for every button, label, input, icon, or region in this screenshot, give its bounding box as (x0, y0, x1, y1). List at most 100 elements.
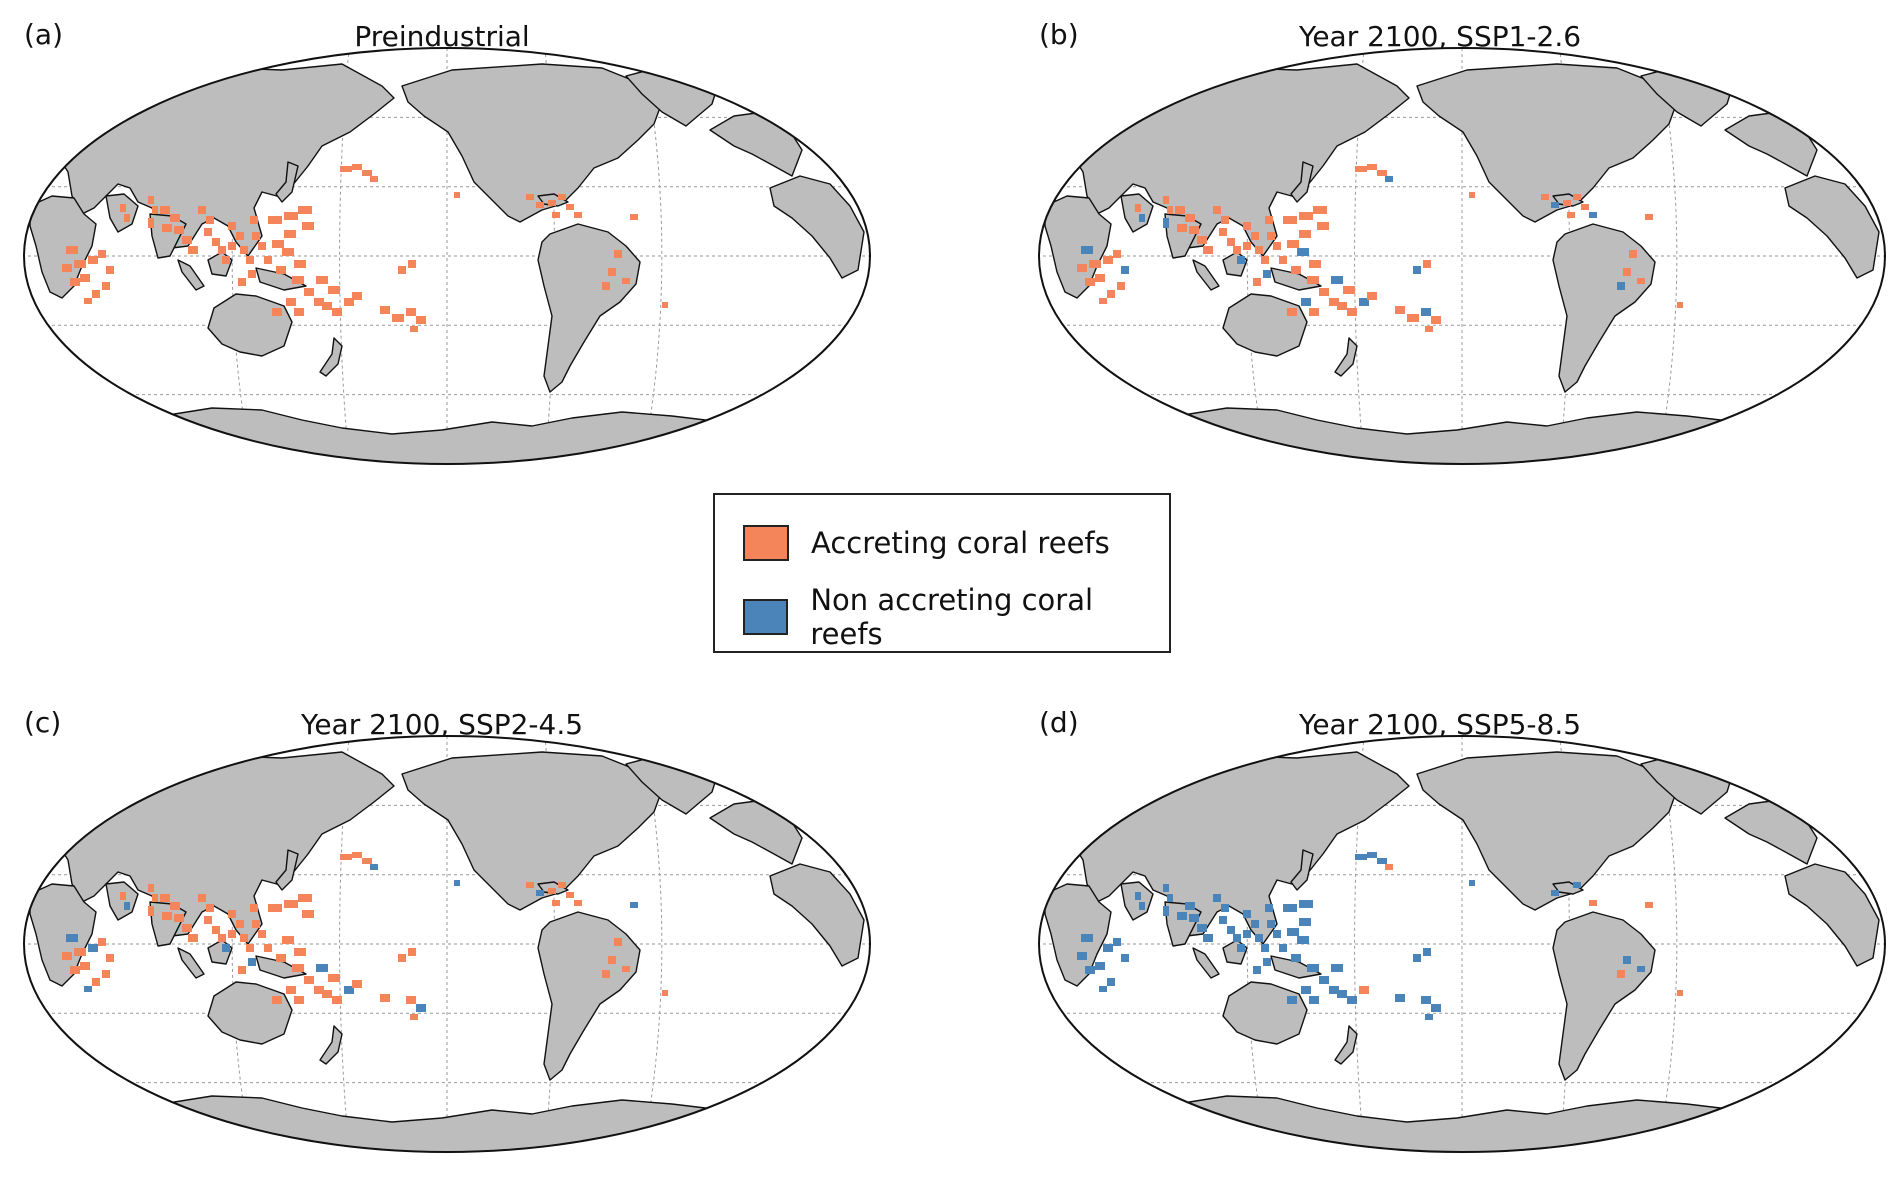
accreting-reef-cell (236, 232, 244, 240)
non-accreting-reef-cell (1251, 920, 1259, 928)
accreting-reef-cell (1221, 216, 1229, 224)
accreting-reef-cell (1563, 200, 1571, 206)
accreting-reef-cell (106, 266, 114, 274)
non-accreting-reef-cell (1297, 248, 1309, 256)
accreting-reef-cell (70, 966, 80, 974)
accreting-reef-cell (160, 894, 170, 902)
non-accreting-reef-cell (1307, 964, 1319, 972)
accreting-reef-cell (74, 948, 86, 956)
panel-letter: (b) (1039, 18, 1079, 51)
accreting-reef-cell (1177, 224, 1187, 232)
japan-landmass (275, 161, 299, 203)
accreting-reef-cell (198, 206, 206, 214)
non-accreting-reef-cell (1573, 882, 1581, 888)
non-accreting-reef-cell (1331, 964, 1343, 972)
accreting-reef-cell (566, 204, 574, 210)
non-accreting-reef-cell (222, 944, 230, 952)
accreting-reef-cell (1267, 232, 1275, 240)
accreting-reef-cell (1287, 240, 1299, 248)
accreting-reef-cell (276, 266, 286, 274)
accreting-reef-cell (92, 290, 100, 298)
accreting-reef-cell (630, 214, 638, 220)
accreting-reef-cell (248, 270, 256, 278)
non-accreting-reef-cell (1413, 266, 1421, 274)
non-accreting-reef-cell (88, 944, 98, 952)
sumatra-landmass (1192, 259, 1220, 291)
accreting-reef-cell (352, 980, 362, 988)
map-outline (1038, 735, 1886, 1153)
accreting-reef-cell (62, 952, 72, 960)
accreting-reef-cell (1637, 278, 1645, 284)
accreting-reef-cell (264, 256, 272, 264)
panel-letter: (a) (24, 18, 64, 51)
accreting-reef-cell (276, 954, 286, 962)
accreting-reef-cell (352, 852, 362, 858)
accreting-reef-cell (160, 206, 170, 214)
legend-label: Non accreting coral reefs (810, 583, 1094, 651)
accreting-reef-cell (298, 894, 312, 902)
non-accreting-reef-cell (1139, 902, 1145, 910)
non-accreting-reef-cell (1421, 308, 1431, 316)
accreting-reef-cell (106, 954, 114, 962)
non-accreting-reef-cell (1551, 890, 1559, 896)
accreting-reef-cell (558, 882, 566, 888)
accreting-reef-cell (1313, 206, 1327, 214)
australia-landmass (1222, 293, 1308, 357)
non-accreting-reef-cell (1273, 930, 1281, 938)
accreting-reef-cell (66, 246, 78, 254)
non-accreting-reef-cell (1107, 978, 1115, 986)
accreting-reef-cell (212, 926, 220, 934)
non-accreting-reef-cell (1623, 956, 1631, 964)
accreting-reef-cell (1407, 314, 1419, 322)
north-america-landmass (401, 63, 663, 223)
accreting-reef-cell (258, 242, 266, 250)
accreting-reef-cell (332, 996, 342, 1004)
accreting-reef-cell (80, 274, 90, 282)
accreting-reef-cell (406, 996, 416, 1004)
accreting-reef-cell (398, 954, 406, 962)
accreting-reef-cell (322, 302, 332, 310)
accreting-reef-cell (282, 936, 294, 944)
arabia-landmass (1120, 881, 1154, 921)
accreting-reef-cell (1243, 242, 1251, 250)
accreting-reef-cell (1291, 266, 1301, 274)
accreting-reef-cell (272, 996, 282, 1004)
accreting-reef-cell (120, 892, 126, 900)
arabia-landmass (105, 881, 139, 921)
accreting-reef-cell (352, 164, 362, 170)
map-legend: Accreting coral reefs Non accreting cora… (713, 493, 1171, 653)
accreting-reef-cell (1317, 222, 1329, 230)
accreting-reef-cell (1385, 864, 1393, 870)
non-accreting-reef-cell (1233, 934, 1241, 942)
non-accreting-reef-cell (1135, 892, 1141, 900)
accreting-reef-cell (410, 1014, 418, 1020)
non-accreting-reef-cell (1237, 944, 1245, 952)
non-accreting-reef-cell (1377, 858, 1387, 864)
accreting-reef-cell (1359, 986, 1369, 994)
accreting-reef-cell (1135, 204, 1141, 212)
non-accreting-reef-cell (1431, 1004, 1441, 1012)
non-accreting-reef-cell (1221, 904, 1229, 912)
accreting-reef-cell (1197, 236, 1207, 244)
africa-landmass (1044, 195, 1112, 299)
north-america-landmass (1416, 751, 1678, 911)
north-america-landmass (1416, 63, 1678, 223)
map-outline (1038, 47, 1886, 465)
non-accreting-reef-cell (1263, 958, 1271, 966)
non-accreting-reef-cell (1085, 966, 1095, 974)
non-accreting-reef-cell (1163, 884, 1169, 892)
non-accreting-reef-cell (630, 902, 638, 908)
south-america-landmass (537, 223, 641, 393)
accreting-reef-cell (1677, 302, 1683, 308)
accreting-reef-cell (1279, 256, 1287, 264)
accreting-reef-cell (84, 298, 92, 304)
accreting-reef-cell (228, 242, 236, 250)
accreting-reef-cell (1255, 246, 1263, 254)
accreting-reef-cell (120, 204, 126, 212)
accreting-reef-cell (1431, 316, 1441, 324)
accreting-reef-cell (206, 216, 214, 224)
accreting-reef-cell (272, 308, 282, 316)
accreting-reef-cell (608, 956, 616, 964)
accreting-reef-cell (228, 222, 236, 230)
accreting-reef-cell (1089, 260, 1101, 268)
